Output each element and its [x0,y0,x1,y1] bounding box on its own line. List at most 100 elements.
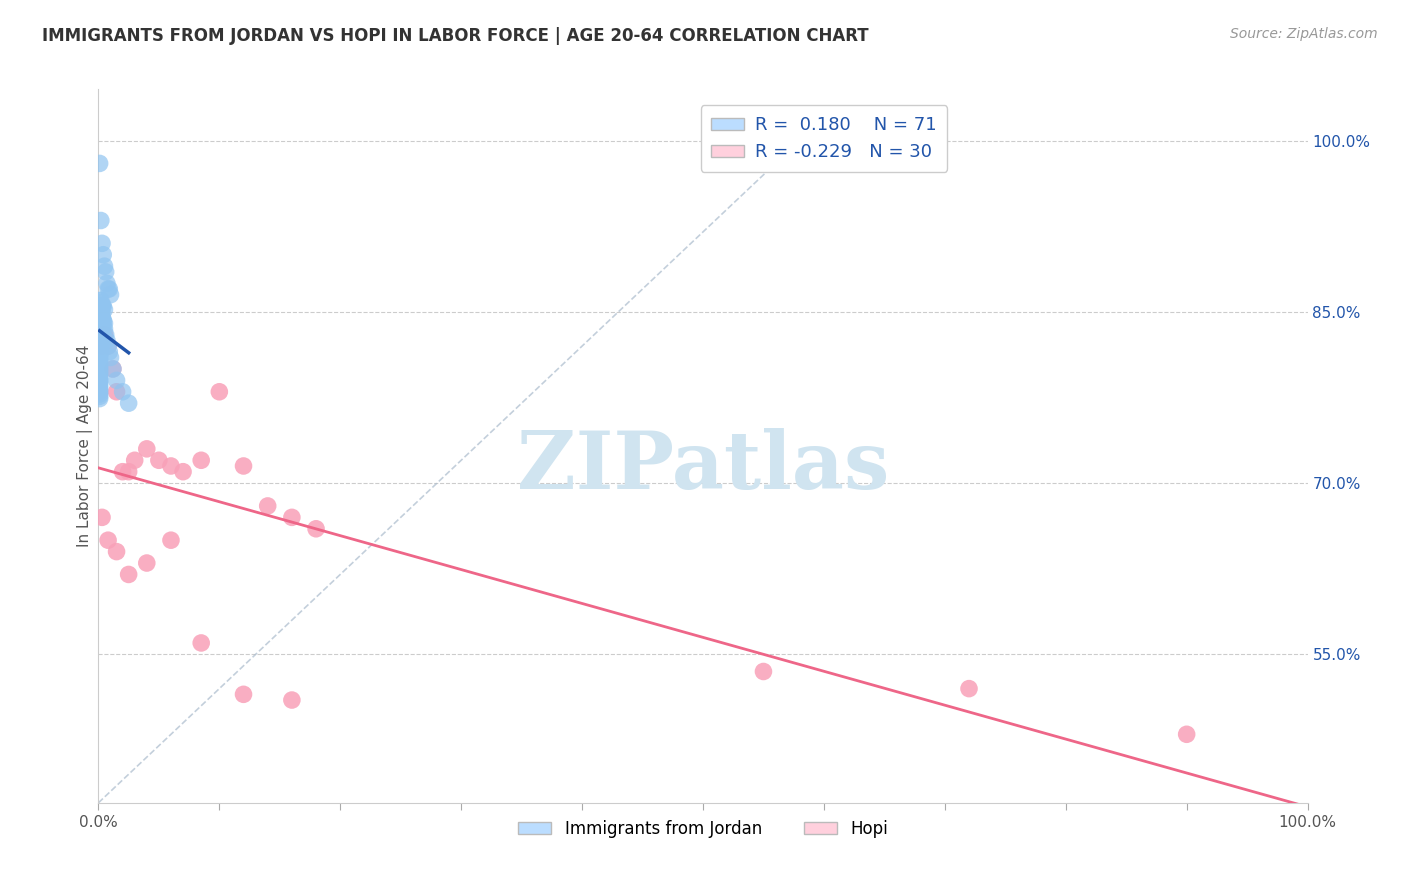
Point [97,339,120,353]
Point [89,371,111,385]
Point [118,567,141,582]
Point [91,299,114,313]
Point [91,313,114,327]
Point [118,465,141,479]
Point [1175,727,1198,741]
Point [91,299,114,313]
Point [93,322,115,336]
Point [89,364,111,378]
Point [89,362,111,376]
Point [96,334,118,348]
Point [91,310,114,325]
Point [90,316,112,330]
Point [90,310,112,325]
Point [91,305,114,319]
Point [89,335,111,350]
Point [90,299,112,313]
Text: IMMIGRANTS FROM JORDAN VS HOPI IN LABOR FORCE | AGE 20-64 CORRELATION CHART: IMMIGRANTS FROM JORDAN VS HOPI IN LABOR … [42,27,869,45]
Point [148,453,170,467]
Point [91,324,114,338]
Point [232,458,254,473]
Point [90,322,112,336]
Point [135,556,157,570]
Point [90,293,112,308]
Point [93,302,115,317]
Point [89,342,111,356]
Point [100,351,122,365]
Point [91,236,114,251]
Point [90,307,112,321]
Point [90,295,112,310]
Point [89,367,111,381]
Point [101,362,124,376]
Point [90,330,112,344]
Point [90,307,112,321]
Point [89,380,111,394]
Point [89,378,111,392]
Point [89,392,111,406]
Point [90,305,112,319]
Point [305,522,328,536]
Point [124,453,146,467]
Point [90,213,112,227]
Point [89,347,111,361]
Point [232,687,254,701]
Point [160,458,183,473]
Point [90,339,112,353]
Point [89,351,111,365]
Point [91,334,114,348]
Point [91,316,114,330]
Point [190,453,212,467]
Point [89,357,111,371]
Point [281,510,304,524]
Point [89,384,111,399]
Point [93,327,115,342]
Point [160,533,183,548]
Point [101,362,124,376]
Point [89,387,111,401]
Point [111,465,134,479]
Point [135,442,157,456]
Point [97,282,120,296]
Point [281,693,304,707]
Point [105,373,128,387]
Point [91,310,114,325]
Legend: Immigrants from Jordan, Hopi: Immigrants from Jordan, Hopi [512,814,894,845]
Point [89,368,111,383]
Point [957,681,980,696]
Point [98,282,121,296]
Point [90,344,112,359]
Point [105,384,128,399]
Text: ZIPatlas: ZIPatlas [517,428,889,507]
Point [100,287,122,301]
Point [89,156,111,170]
Point [256,499,278,513]
Point [96,277,118,291]
Point [98,344,121,359]
Point [90,313,112,327]
Text: Source: ZipAtlas.com: Source: ZipAtlas.com [1230,27,1378,41]
Point [89,327,111,342]
Point [208,384,231,399]
Point [97,339,120,353]
Point [752,665,775,679]
Point [89,305,111,319]
Point [89,383,111,397]
Point [89,373,111,387]
Point [89,352,111,367]
Point [105,544,128,558]
Point [111,384,134,399]
Point [89,355,111,369]
Point [172,465,194,479]
Point [91,299,114,313]
Point [94,327,117,342]
Point [190,636,212,650]
Point [94,265,117,279]
Point [118,396,141,410]
Point [93,259,115,273]
Point [89,376,111,390]
Point [89,293,111,308]
Y-axis label: In Labor Force | Age 20-64: In Labor Force | Age 20-64 [77,345,93,547]
Point [93,316,115,330]
Point [89,359,111,374]
